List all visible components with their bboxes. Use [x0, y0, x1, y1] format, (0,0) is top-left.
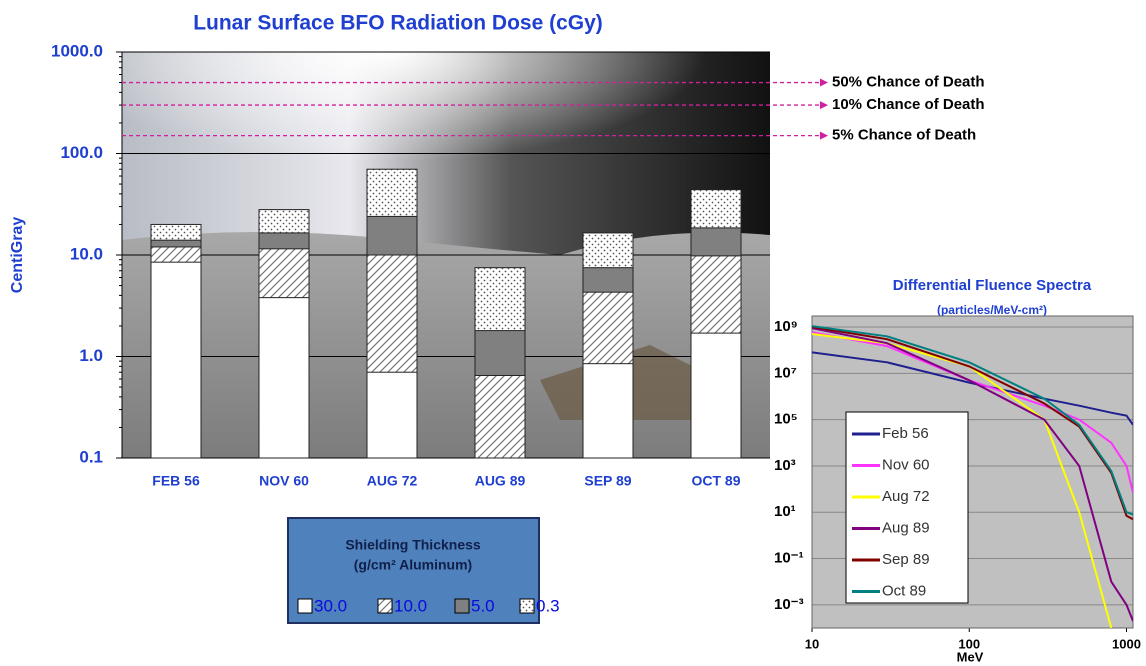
legend-title: Shielding Thickness [345, 537, 481, 553]
y-tick-label: 10.0 [70, 244, 103, 263]
y-tick-label: 10⁹ [774, 318, 798, 335]
legend-box [287, 517, 540, 624]
arrow-head [820, 78, 828, 87]
legend-label: 5.0 [471, 596, 495, 615]
y-tick-label: 1000.0 [51, 41, 103, 60]
legend-label: Oct 89 [882, 582, 926, 599]
legend-swatch [377, 598, 393, 614]
legend-label: Aug 89 [882, 519, 930, 536]
x-axis-label: MeV [957, 649, 984, 664]
x-tick-label: FEB 56 [152, 473, 200, 489]
legend-label: Feb 56 [882, 425, 929, 442]
legend-label: Aug 72 [882, 488, 930, 505]
y-tick-label: 10⁻³ [774, 596, 804, 613]
legend-label: Sep 89 [882, 551, 930, 568]
x-tick-label: SEP 89 [584, 473, 631, 489]
x-tick-label: 1000 [1112, 636, 1141, 651]
legend-swatch [454, 598, 470, 614]
y-tick-label: 100.0 [60, 143, 103, 162]
series-line [812, 327, 1133, 622]
annotation: 5% Chance of Death [832, 127, 976, 144]
x-tick-label: AUG 72 [367, 473, 418, 489]
x-tick-label: 100 [958, 636, 980, 651]
legend-box [845, 411, 969, 604]
legend-title: (g/cm² Aluminum) [354, 557, 472, 573]
plot-border [811, 315, 1134, 629]
y-axis-label: CentiGray [9, 217, 26, 294]
chart-title: Differential Fluence Spectra [893, 277, 1092, 294]
legend-swatch [519, 598, 535, 614]
y-tick-label: 0.1 [79, 447, 103, 466]
legend-label: Nov 60 [882, 456, 930, 473]
chart-subtitle: (particles/MeV-cm²) [937, 303, 1047, 317]
arrow-head [820, 131, 828, 140]
bar [366, 371, 418, 459]
x-tick-label: NOV 60 [259, 473, 309, 489]
y-tick-label: 10¹ [774, 503, 796, 520]
bar [474, 374, 526, 459]
y-tick-label: 10³ [774, 457, 796, 474]
annotation: 50% Chance of Death [832, 74, 985, 91]
y-tick-label: 10⁷ [774, 364, 797, 381]
bar [582, 363, 634, 459]
series-line [812, 351, 1133, 426]
arrow-head [820, 101, 828, 110]
series-line [812, 326, 1133, 521]
annotation: 10% Chance of Death [832, 96, 985, 113]
bar [150, 261, 202, 459]
lines [812, 325, 1133, 628]
x-tick-label: OCT 89 [691, 473, 740, 489]
y-tick-label: 10⁻¹ [774, 550, 804, 567]
x-tick-label: 10 [805, 636, 819, 651]
y-tick-label: 10⁵ [774, 411, 798, 428]
y-tick-label: 1.0 [79, 346, 103, 365]
bar [690, 332, 742, 459]
legend-label: 0.3 [536, 596, 560, 615]
series-line [812, 325, 1133, 516]
legend-label: 30.0 [314, 596, 347, 615]
bar [258, 297, 310, 459]
chart-title: Lunar Surface BFO Radiation Dose (cGy) [193, 12, 603, 35]
legend-label: 10.0 [394, 596, 427, 615]
legend-swatch [297, 598, 313, 614]
x-tick-label: AUG 89 [475, 473, 526, 489]
